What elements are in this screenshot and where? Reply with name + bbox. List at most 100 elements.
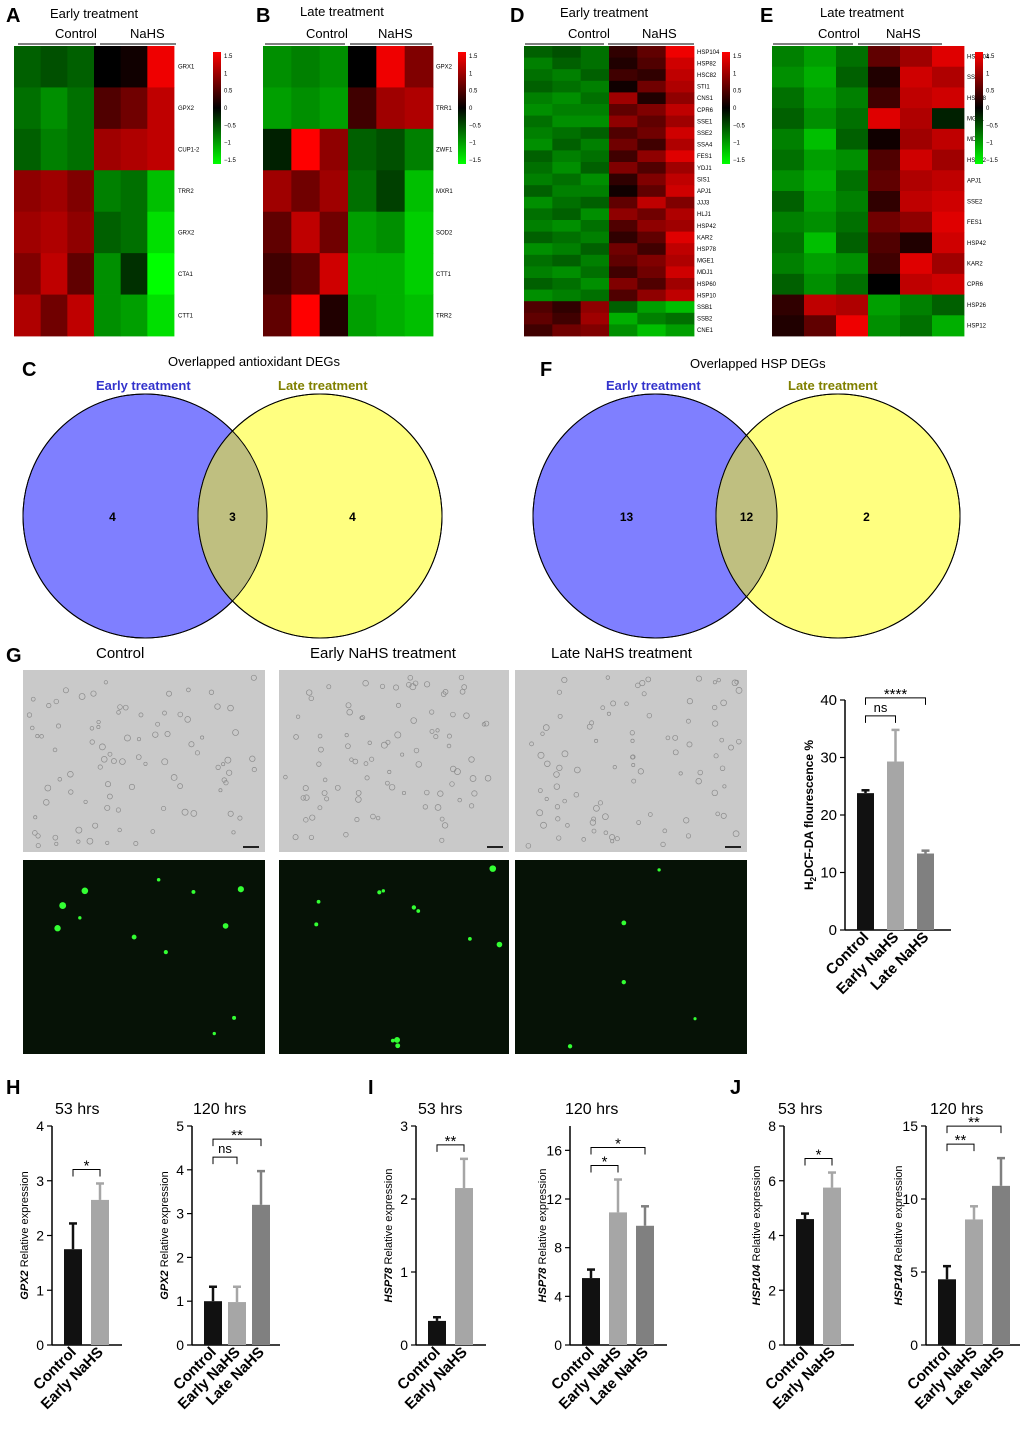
heatmap-cell [665, 301, 695, 314]
venn-left-label: Early treatment [96, 378, 191, 393]
heatmap-gene-label: SSA4 [697, 143, 713, 149]
y-tick-label: 1 [176, 1293, 184, 1309]
brightfield-cell [293, 734, 299, 740]
heatmap-cell [609, 46, 638, 58]
heatmap-gene-label: CPR6 [967, 282, 984, 288]
heatmap-cell [836, 273, 869, 295]
brightfield-cell [250, 674, 257, 681]
chart-title: 53 hrs [778, 1101, 822, 1118]
brightfield-cell [457, 797, 462, 803]
heatmap-d: Early treatment Control NaHS HSP104 HSP82 HSC… [524, 5, 746, 337]
heatmap-cell [609, 243, 638, 256]
heatmap-cell [637, 150, 667, 163]
brightfield-cell [603, 830, 609, 836]
y-tick-label: 4 [176, 1162, 184, 1178]
brightfield-cell [720, 812, 727, 819]
brightfield-cell [30, 725, 35, 731]
heatmap-cell [67, 170, 95, 213]
heatmap-cell [580, 289, 610, 302]
heatmap-colorbar [975, 52, 983, 164]
brightfield-cell [308, 834, 315, 841]
heatmap-cell [524, 266, 553, 279]
significance-label: ns [218, 1141, 232, 1156]
heatmap-cell [609, 324, 638, 337]
heatmap-cell [637, 57, 667, 70]
heatmap-group-nahs: NaHS [642, 26, 677, 41]
bar-control [857, 793, 874, 930]
heatmap-cell [291, 253, 321, 295]
brightfield-cell [388, 784, 396, 791]
heatmap-cell [404, 128, 434, 171]
significance-label: ** [955, 1132, 967, 1149]
heatmap-cell [580, 266, 610, 279]
heatmap-cell [552, 220, 582, 232]
brightfield-cell [439, 816, 445, 822]
brightfield-cell [321, 790, 328, 797]
heatmap-gene-label: KAR2 [967, 262, 983, 268]
brightfield-cell [359, 715, 364, 721]
micrograph-label: Control [96, 645, 144, 662]
brightfield-cell [630, 754, 636, 760]
brightfield-cell [214, 703, 221, 710]
brightfield-cell [555, 816, 561, 822]
brightfield-image [279, 670, 509, 852]
brightfield-cell [227, 704, 234, 712]
colorbar-tick-label: 0.5 [986, 89, 995, 95]
brightfield-cell [345, 743, 351, 749]
brightfield-cell [292, 834, 299, 841]
heatmap-group-nahs: NaHS [886, 26, 921, 41]
brightfield-cell [249, 755, 256, 762]
heatmap-cell [552, 312, 582, 325]
heatmap-cell [609, 92, 638, 105]
colorbar-tick-label: −1.5 [224, 158, 237, 164]
heatmap-cell [637, 115, 667, 128]
brightfield-cell [226, 769, 233, 776]
heatmap-cell [868, 211, 901, 233]
heatmap-cell [900, 273, 933, 295]
heatmap-cell [291, 294, 321, 337]
bar-control [428, 1320, 446, 1345]
heatmap-cell [836, 149, 869, 171]
bar-control [796, 1219, 814, 1345]
chart-title: 53 hrs [418, 1101, 462, 1118]
heatmap-cell [291, 211, 321, 254]
heatmap-cell [94, 46, 122, 88]
heatmap-cell [524, 243, 553, 256]
brightfield-cell [122, 704, 129, 711]
brightfield-cell [544, 796, 549, 802]
heatmap-cell [900, 211, 933, 233]
brightfield-cell [309, 814, 316, 821]
brightfield-cell [525, 843, 532, 849]
heatmap-cell [772, 294, 805, 316]
heatmap-cell [932, 273, 965, 295]
heatmap-cell [147, 46, 175, 88]
brightfield-cell [556, 689, 562, 695]
micrograph-label: Late NaHS treatment [551, 645, 693, 662]
heatmap-gene-label: HSP104 [697, 50, 720, 56]
heatmap-cell [804, 211, 837, 233]
heatmap-cell [772, 66, 805, 88]
colorbar-tick-label: 0.5 [224, 89, 233, 95]
fluorescent-spot [390, 1038, 395, 1043]
heatmap-gene-label: GPX2 [178, 106, 195, 112]
heatmap-cell [67, 253, 95, 295]
heatmap-cell [900, 191, 933, 213]
heatmap-cell [14, 87, 42, 130]
heatmap-cell [836, 315, 869, 337]
heatmap-gene-label: MDJ1 [697, 270, 713, 276]
heatmap-cell [580, 46, 610, 58]
heatmap-cell [772, 170, 805, 192]
heatmap-cell [932, 128, 965, 150]
colorbar-tick-label: −1 [469, 141, 477, 147]
heatmap-cell [67, 46, 95, 88]
brightfield-cell [635, 682, 641, 689]
brightfield-cell [308, 695, 314, 702]
brightfield-cell [221, 777, 227, 783]
fluorescent-spot [489, 865, 497, 872]
heatmap-cell [319, 128, 349, 171]
brightfield-cell [686, 741, 693, 748]
heatmap-cell [120, 253, 148, 295]
heatmap-cell [665, 208, 695, 221]
brightfield-cell [302, 785, 309, 792]
heatmap-cell [120, 46, 148, 88]
